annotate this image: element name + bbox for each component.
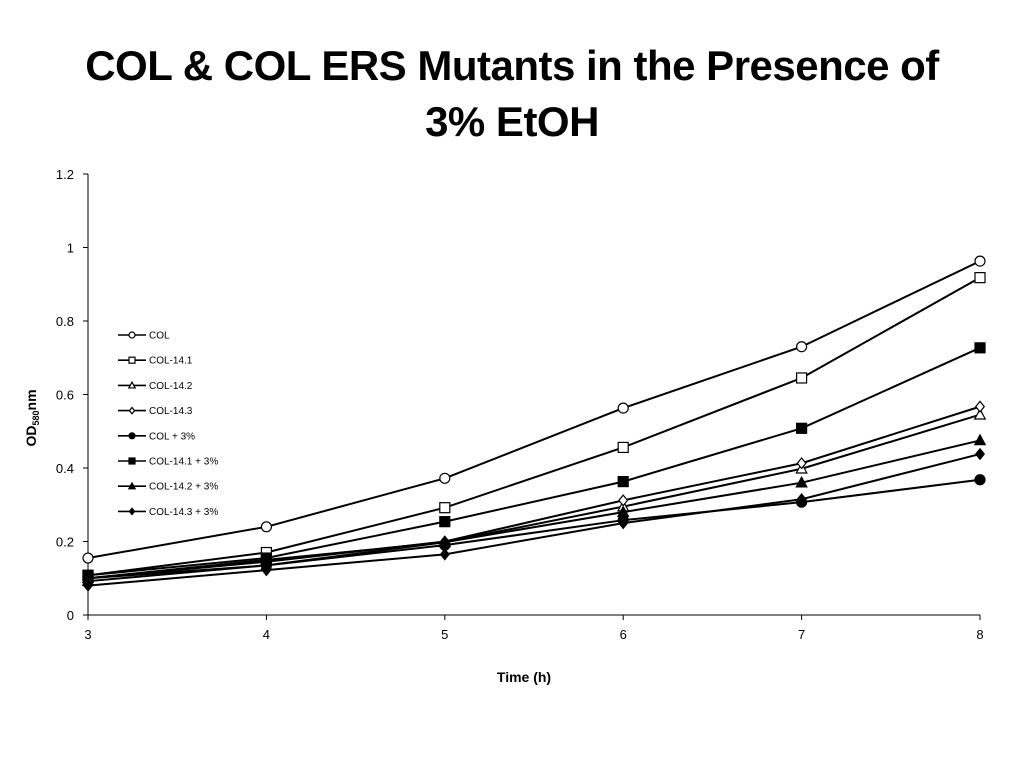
data-point [439, 516, 451, 528]
data-point [974, 474, 986, 486]
chart-axes [87, 174, 980, 616]
data-point [974, 272, 986, 284]
legend-marker [128, 406, 136, 415]
y-axis-title-unit: nm [23, 389, 39, 410]
chart-ticks: 3 4 5 6 7 8 0 0.2 0.4 0.6 0.8 1 1.2 [56, 167, 984, 642]
legend-label: COL-14.1 + 3% [149, 457, 218, 468]
title-line-2: 3% EtOH [425, 98, 599, 145]
legend-marker [128, 356, 136, 364]
data-point [796, 493, 807, 506]
data-point [974, 342, 986, 354]
series-line [87, 260, 981, 560]
legend-marker [128, 432, 136, 440]
data-point [796, 457, 807, 470]
data-point [617, 441, 629, 454]
data-point [973, 433, 987, 446]
series-markers [81, 255, 987, 592]
series-line [87, 413, 981, 580]
y-tick-label: 0.2 [56, 535, 74, 550]
legend-label: COL-14.3 + 3% [149, 507, 218, 518]
data-point [617, 475, 629, 488]
y-tick-label: 1.2 [56, 167, 74, 182]
data-point [261, 563, 272, 577]
data-point [438, 535, 452, 548]
series-line [87, 453, 981, 587]
data-point [974, 255, 986, 267]
x-tick-label: 6 [620, 627, 627, 642]
legend-marker [128, 507, 136, 516]
legend-marker [128, 331, 136, 339]
x-tick-label: 7 [798, 627, 805, 642]
data-point [795, 475, 808, 488]
legend-marker [128, 457, 136, 465]
data-point [82, 579, 94, 592]
series-lines [87, 260, 981, 587]
legend-label: COL-14.2 [149, 381, 193, 392]
legend-marker [127, 481, 137, 490]
data-point [260, 521, 272, 533]
slide-title: COL & COL ERS Mutants in the Presence of… [0, 38, 1024, 150]
data-point [974, 400, 986, 413]
data-point [439, 548, 450, 561]
series-line [87, 346, 981, 577]
y-axis-title-main: OD [23, 426, 39, 447]
data-point [618, 494, 629, 507]
y-tick-label: 0.6 [56, 388, 74, 403]
series-line [87, 276, 981, 577]
legend-label: COL [149, 331, 170, 342]
chart-legend: COL COL-14.1 COL-14.2 COL-14.3 COL + 3% COL-1… [118, 331, 218, 518]
data-point [82, 552, 94, 564]
data-point [616, 505, 630, 517]
y-tick-label: 0 [67, 608, 74, 623]
x-tick-label: 3 [84, 627, 91, 642]
legend-label: COL-14.2 + 3% [149, 482, 218, 493]
data-point [973, 407, 987, 420]
data-point [795, 422, 808, 434]
y-tick-label: 0.8 [56, 314, 74, 329]
legend-label: COL-14.1 [149, 356, 193, 367]
legend-label: COL-14.3 [149, 406, 193, 417]
legend-label: COL + 3% [149, 431, 195, 442]
data-point [974, 447, 986, 461]
y-tick-label: 0.4 [56, 461, 74, 476]
title-line-1: COL & COL ERS Mutants in the Presence of [85, 42, 939, 89]
y-axis-title: OD580nm [23, 389, 41, 446]
data-point [439, 502, 451, 514]
data-point [618, 516, 629, 530]
data-point [439, 472, 451, 484]
x-tick-label: 4 [263, 627, 270, 642]
y-tick-label: 1 [67, 241, 74, 256]
x-tick-label: 8 [976, 627, 983, 642]
x-axis-title: Time (h) [497, 669, 551, 685]
x-tick-label: 5 [441, 627, 448, 642]
y-axis-title-sub: 580 [31, 410, 41, 425]
series-line [87, 439, 981, 583]
data-point [795, 341, 808, 353]
legend-marker [127, 380, 137, 389]
data-point [795, 372, 808, 384]
series-line [87, 405, 981, 580]
data-point [617, 402, 629, 414]
